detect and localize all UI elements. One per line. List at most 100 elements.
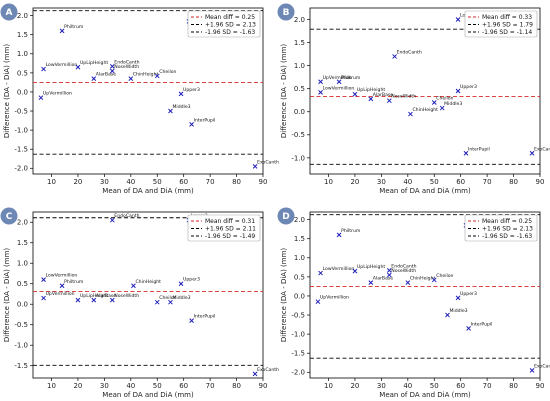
point-label: Philtrum <box>64 279 84 285</box>
point-label: InterPupil <box>194 314 216 320</box>
x-tick-label: 60 <box>456 178 465 186</box>
data-point: Cheilon <box>431 96 454 105</box>
y-tick-label: -1.0 <box>291 154 305 162</box>
badge-circle <box>0 207 18 225</box>
y-tick-label: 1.0 <box>17 260 28 268</box>
data-point: NoseWidth <box>109 64 139 74</box>
x-tick-label: 90 <box>536 382 545 390</box>
y-tick-label: 1.5 <box>17 31 28 39</box>
x-tick-label: 30 <box>377 178 386 186</box>
point-marker <box>252 164 258 169</box>
x-tick-label: 60 <box>179 382 188 390</box>
point-marker <box>178 91 184 97</box>
y-tick-label: -1.5 <box>14 362 28 370</box>
x-tick-label: 40 <box>126 178 135 186</box>
legend-entry: Mean diff = 0.25 <box>205 14 255 21</box>
point-marker <box>91 76 97 81</box>
data-point: AlarBase <box>91 72 116 81</box>
data-point: ExoCanth <box>252 367 279 377</box>
point-label: UpVermillion <box>43 91 72 97</box>
point-label: NoseWidth <box>391 94 416 100</box>
data-point: UpVermillion <box>318 75 352 85</box>
panel-badge: C <box>0 207 18 225</box>
point-label: NoseWidth <box>114 64 139 70</box>
x-tick-label: 30 <box>100 178 109 186</box>
point-label: LowVermillion <box>323 266 355 272</box>
point-marker <box>529 150 535 156</box>
data-point: ChinHeight <box>408 107 438 117</box>
y-tick-label: 0.5 <box>294 273 305 281</box>
data-point: Middle3 <box>445 308 468 318</box>
legend-entry: -1.96 SD = -1.14 <box>482 29 532 36</box>
point-marker <box>368 96 374 102</box>
panel-b: 10 20 30 40 50 60 70 80 90 -1.0 -0.5 0.0 0.5 1.0 1.5 2.… <box>277 3 550 195</box>
x-tick-label: 90 <box>259 178 268 186</box>
y-tick-label: 1.5 <box>294 39 305 47</box>
point-marker <box>59 283 65 289</box>
point-marker <box>431 277 437 283</box>
legend-entry: +1.96 SD = 1.79 <box>482 22 533 29</box>
data-point: UpVermillion <box>38 91 72 101</box>
point-marker <box>109 64 115 69</box>
point-marker <box>386 98 392 104</box>
legend-frame <box>187 10 261 38</box>
point-label: Middle3 <box>172 104 190 110</box>
panel-badge: A <box>0 3 18 21</box>
point-label: Middle3 <box>449 308 467 314</box>
point-label: Cheilon <box>159 69 176 75</box>
point-marker <box>315 299 321 305</box>
point-label: ExoCanth <box>257 367 279 373</box>
data-point: AlarBase <box>91 293 116 303</box>
data-point: Upper3 <box>178 277 200 287</box>
data-point: Upper3 <box>455 291 477 301</box>
x-tick-label: 20 <box>73 382 82 390</box>
panel-c: 10 20 30 40 50 60 70 80 90 -1.5 -1.0 -0.5 0.0 0.5 1.0 1… <box>0 207 279 399</box>
data-point: LowVermillion <box>41 273 78 282</box>
x-tick-label: 50 <box>153 178 162 186</box>
panel-letter: A <box>6 8 13 18</box>
point-label: Cheilon <box>436 273 453 279</box>
data-point: InterPupil <box>466 321 492 331</box>
panel-letter: D <box>282 212 289 222</box>
y-tick-label: 0.0 <box>294 292 305 300</box>
x-tick-label: 50 <box>153 382 162 390</box>
point-label: Philtrum <box>341 228 361 234</box>
y-axis-title: Difference (DA - DiA) (mm) <box>280 248 288 343</box>
y-tick-label: -1.0 <box>291 331 305 339</box>
x-axis-title: Mean of DA and DiA (mm) <box>379 391 471 399</box>
x-tick-label: 80 <box>232 382 241 390</box>
data-point: ChinHeight <box>131 279 161 289</box>
legend-entry: Mean diff = 0.33 <box>482 14 532 21</box>
legend-entry: Mean diff = 0.31 <box>205 218 255 225</box>
data-point: AlarBase <box>368 92 393 102</box>
y-tick-label: -2.0 <box>291 369 305 377</box>
point-label: UpLipHeight <box>357 264 385 270</box>
data-point: NoseWidth <box>386 268 416 278</box>
legend: Mean diff = 0.33+1.96 SD = 1.79-1.96 SD … <box>464 10 538 38</box>
legend: Mean diff = 0.31+1.96 SD = 2.11-1.96 SD … <box>187 214 261 242</box>
data-point: Middle3 <box>168 104 191 114</box>
point-label: ExoCanth <box>534 146 550 152</box>
point-marker <box>455 88 461 94</box>
point-label: LowVermillion <box>46 273 78 279</box>
y-tick-label: 2.0 <box>17 12 28 20</box>
point-marker <box>405 280 411 285</box>
point-label: InterPupil <box>194 117 216 123</box>
point-marker <box>109 297 115 303</box>
legend: Mean diff = 0.25+1.96 SD = 2.13-1.96 SD … <box>464 214 538 242</box>
x-tick-label: 40 <box>403 178 412 186</box>
point-marker <box>41 295 46 301</box>
point-marker <box>91 297 97 303</box>
y-tick-label: 2.0 <box>294 16 305 24</box>
x-tick-label: 90 <box>536 178 545 186</box>
legend-entry: +1.96 SD = 2.13 <box>205 22 256 29</box>
x-tick-label: 70 <box>206 382 215 390</box>
point-label: ChinHeight <box>135 279 161 285</box>
point-marker <box>38 95 44 101</box>
data-point: EndoCanth <box>392 49 422 59</box>
data-point: UpLipHeight <box>352 87 385 97</box>
point-label: EndoCanth <box>114 59 139 65</box>
point-marker <box>336 79 342 85</box>
data-point: LowVermillion <box>41 62 77 72</box>
